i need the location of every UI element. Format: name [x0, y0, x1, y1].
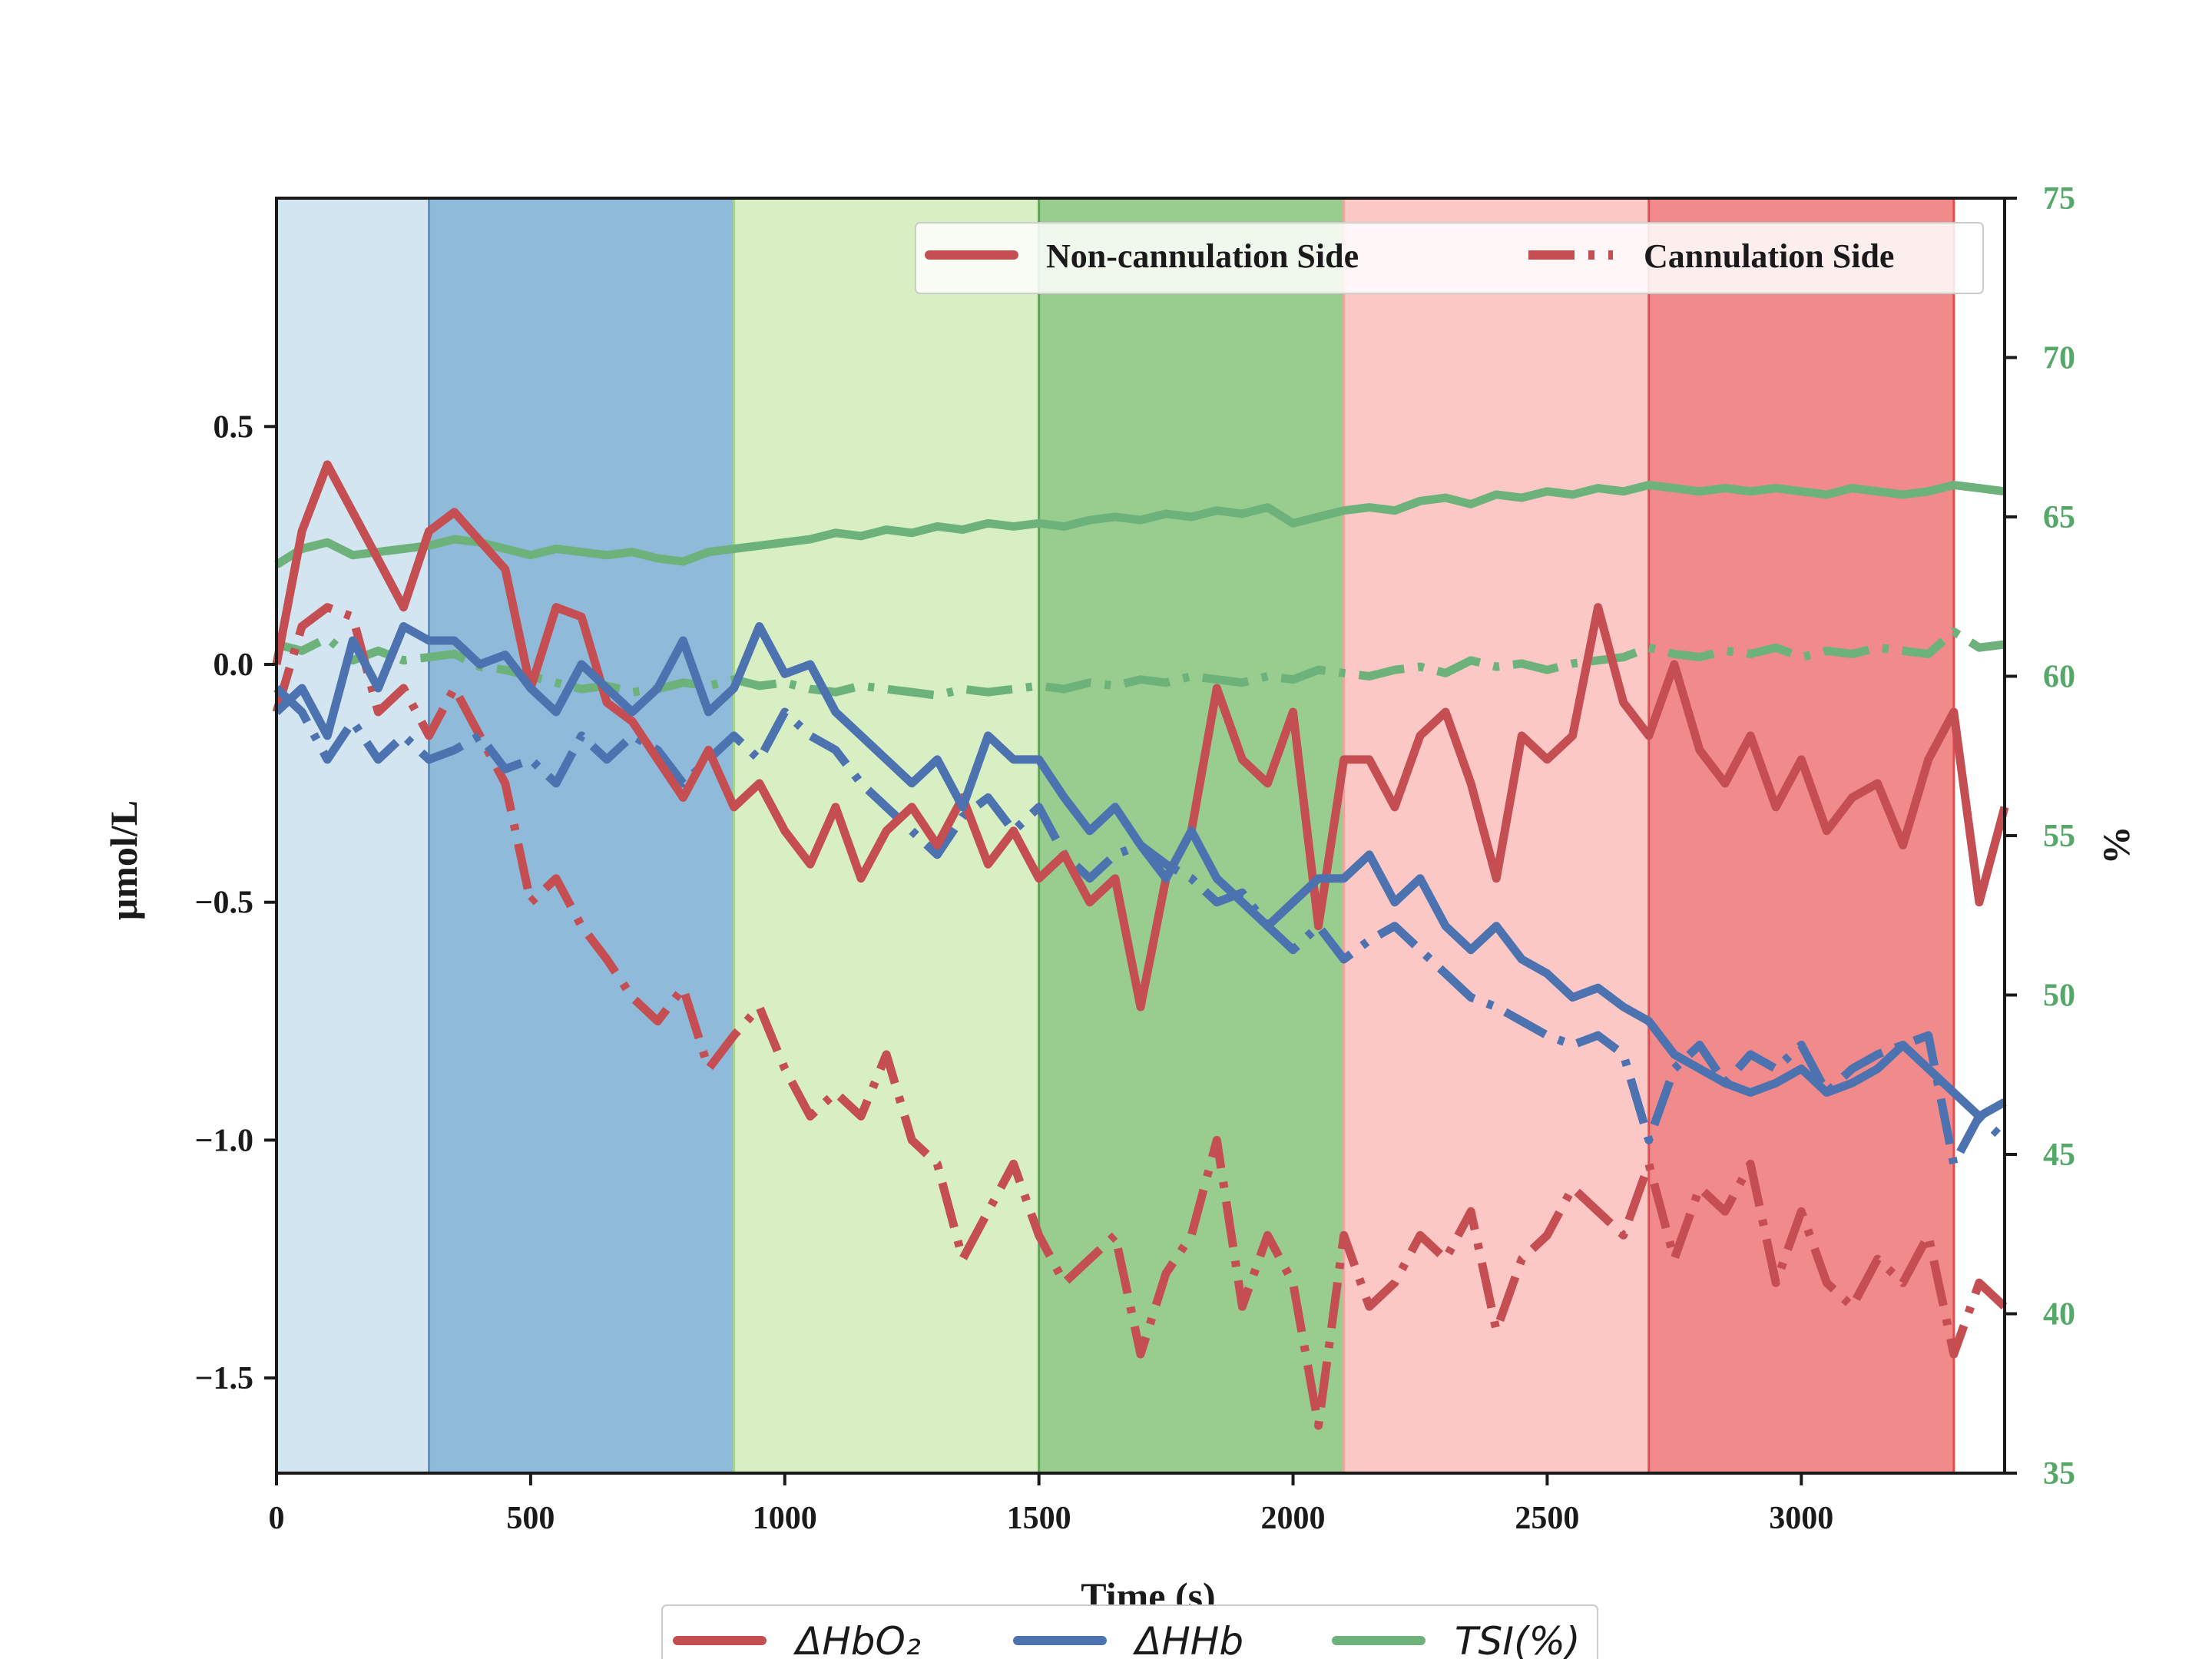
y-right-tick-label: 60	[2043, 660, 2075, 695]
y-right-tick-label: 55	[2043, 819, 2075, 854]
x-tick-label: 2500	[1515, 1501, 1579, 1536]
series-line-hbo2-non	[272, 460, 2009, 1012]
phase-band-2	[429, 198, 734, 1473]
series-line-hbo2-can	[272, 603, 2008, 1430]
legend-line-style-box	[915, 222, 1984, 294]
series-line-tsi-can	[275, 627, 2005, 700]
legend-item-hhb: ΔHHb	[1132, 1619, 1243, 1659]
y-tick-label: −1.0	[195, 1123, 253, 1158]
y-right-tick-label: 45	[2043, 1137, 2075, 1173]
y-axis-title: μmol/L	[102, 800, 145, 920]
x-tick-label: 500	[506, 1501, 555, 1536]
y-right-tick-label: 50	[2043, 979, 2075, 1014]
series-line-hhb-non	[273, 622, 2007, 1121]
legend-item-non-cannulation: Non-cannulation Side	[1046, 237, 1359, 275]
y-tick-label: 0.5	[214, 409, 254, 445]
legend-series: ΔHbO₂ ΔHHb TSI(%)	[661, 1604, 1598, 1659]
legend-item-cannulation: Cannulation Side	[1644, 237, 1894, 275]
x-tick-label: 1000	[753, 1501, 817, 1536]
x-tick-label: 0	[269, 1501, 285, 1536]
phase-bands	[276, 198, 1955, 1473]
y-right-tick-label: 75	[2043, 181, 2075, 217]
y-right-tick-label: 40	[2043, 1297, 2075, 1333]
y-right-tick-label: 65	[2043, 500, 2075, 535]
legend-item-tsi: TSI(%)	[1455, 1619, 1581, 1659]
phase-band-5	[1343, 198, 1649, 1473]
legend-line-style: Non-cannulation Side Cannulation Side	[915, 222, 1984, 294]
y-axis-right: 75 70 65 60 55 50 45 40 35	[2005, 181, 2075, 1492]
y-tick-label: −0.5	[195, 886, 253, 921]
y-tick-label: 0.0	[214, 647, 254, 683]
y-axis-left: 0.5 0.0 −0.5 −1.0 −1.5	[195, 409, 276, 1396]
x-tick-label: 3000	[1769, 1501, 1833, 1536]
phase-band-1	[276, 198, 429, 1473]
x-tick-label: 2000	[1261, 1501, 1326, 1536]
x-axis: 0 500 1000 1500 2000 2500 3000	[269, 1473, 1833, 1536]
y-right-tick-label: 70	[2043, 341, 2075, 376]
legend-series-box	[661, 1604, 1598, 1659]
series-lines	[272, 460, 2009, 1430]
y-right-tick-label: 35	[2043, 1456, 2075, 1492]
series-line-tsi-non	[274, 481, 2005, 568]
x-tick-label: 1500	[1007, 1501, 1071, 1536]
y-tick-label: −1.5	[195, 1361, 253, 1396]
y-axis-right-title: %	[2096, 826, 2139, 864]
legend-item-hbo2: ΔHbO₂	[793, 1619, 921, 1659]
